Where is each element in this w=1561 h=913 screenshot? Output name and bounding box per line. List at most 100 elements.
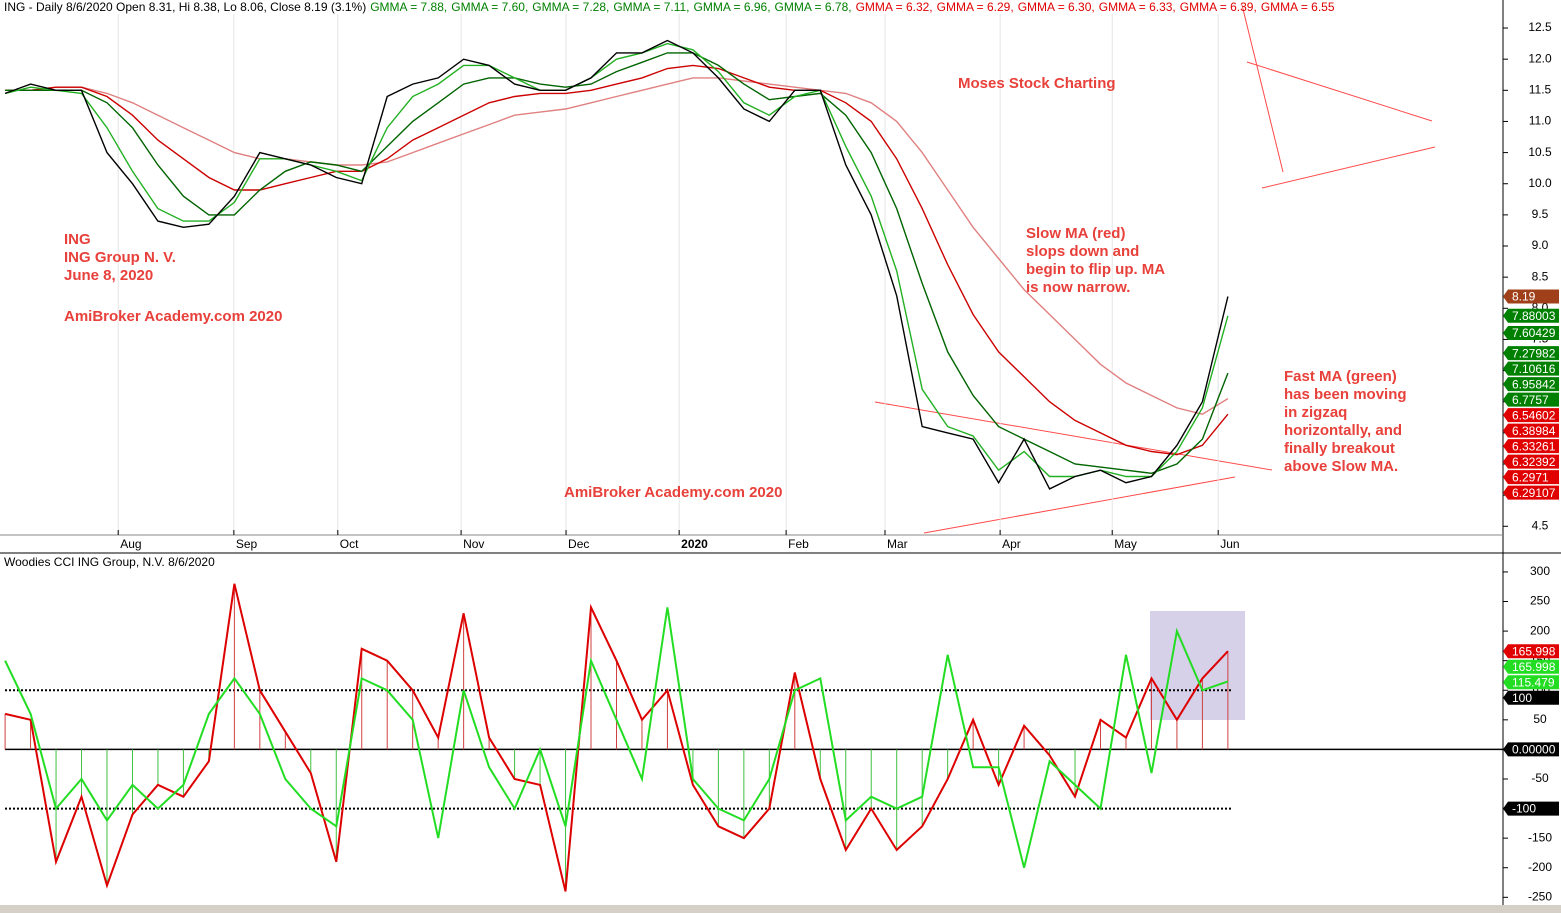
y-tick-label: 200 bbox=[1530, 623, 1550, 637]
value-marker bbox=[1503, 346, 1559, 361]
chart-title: Woodies CCI ING Group, N.V. 8/6/2020 bbox=[4, 555, 215, 569]
sheet-tabs bbox=[0, 905, 1561, 913]
value-marker bbox=[1503, 801, 1559, 816]
gmma-label: GMMA = 7.88, bbox=[370, 0, 447, 14]
value-marker-label: 7.60429 bbox=[1512, 326, 1556, 340]
annotation-line: has been moving bbox=[1284, 386, 1407, 403]
annotation: ING ING Group N. V. June 8, 2020 bbox=[64, 231, 176, 284]
trend-line bbox=[1241, 4, 1284, 173]
gmma-label: GMMA = 6.39, bbox=[1180, 0, 1257, 14]
value-marker-label: 0.00000 bbox=[1512, 743, 1556, 757]
series-line bbox=[4, 39, 1229, 490]
annotation-line: above Slow MA. bbox=[1284, 458, 1398, 475]
series-line bbox=[4, 42, 1229, 478]
annotation-line: in zigzaq bbox=[1284, 404, 1347, 421]
value-marker-label: 6.32392 bbox=[1512, 455, 1556, 469]
value-marker-label: 100 bbox=[1512, 691, 1532, 705]
y-tick-label: 300 bbox=[1530, 564, 1550, 578]
value-marker-label: 6.7757 bbox=[1512, 393, 1549, 407]
value-marker bbox=[1503, 289, 1559, 304]
y-tick-label: 12.5 bbox=[1528, 20, 1552, 34]
value-marker-label: 6.33261 bbox=[1512, 439, 1556, 453]
series-line bbox=[5, 64, 1229, 456]
value-marker-label: 6.95842 bbox=[1512, 377, 1556, 391]
y-tick-label: 9.5 bbox=[1532, 207, 1549, 221]
y-tick-label: 10.0 bbox=[1528, 176, 1552, 190]
annotation-line: Slow MA (red) bbox=[1026, 225, 1125, 242]
annotation-line: Moses Stock Charting bbox=[958, 75, 1116, 92]
value-marker bbox=[1503, 325, 1559, 340]
annotation-line: June 8, 2020 bbox=[64, 267, 153, 284]
value-marker bbox=[1503, 377, 1559, 392]
annotation-line: Fast MA (green) bbox=[1284, 368, 1397, 385]
series-line bbox=[4, 583, 1229, 892]
trend-lines bbox=[874, 4, 1436, 534]
gmma-label: GMMA = 6.96, bbox=[694, 0, 771, 14]
annotation-line: horizontally, and bbox=[1284, 422, 1402, 439]
annotation-line: finally breakout bbox=[1284, 440, 1395, 457]
trend-line bbox=[923, 476, 1236, 534]
annotation: Moses Stock Charting bbox=[958, 75, 1116, 92]
value-marker-label: 6.29107 bbox=[1512, 486, 1556, 500]
x-tick-label: 2020 bbox=[681, 537, 708, 551]
chart-title: ING - Daily 8/6/2020 Open 8.31, Hi 8.38,… bbox=[4, 0, 1335, 14]
title-text: ING - Daily 8/6/2020 Open 8.31, Hi 8.38,… bbox=[4, 0, 366, 14]
value-marker bbox=[1503, 644, 1559, 659]
annotation: Slow MA (red) slops down and begin to flip… bbox=[1026, 225, 1165, 296]
series-line bbox=[5, 77, 1229, 415]
y-tick-label: 9.0 bbox=[1532, 238, 1549, 252]
y-tick-label: 50 bbox=[1533, 712, 1547, 726]
value-marker bbox=[1503, 470, 1559, 485]
gmma-label: GMMA = 6.29, bbox=[937, 0, 1014, 14]
y-tick-label: 11.5 bbox=[1529, 82, 1552, 96]
value-marker bbox=[1503, 454, 1559, 469]
value-marker bbox=[1503, 675, 1559, 690]
value-marker bbox=[1503, 659, 1559, 674]
y-tick-label: -200 bbox=[1528, 860, 1552, 874]
gmma-label: GMMA = 6.32, bbox=[856, 0, 933, 14]
y-tick-label: 250 bbox=[1530, 594, 1550, 608]
annotation-line: begin to flip up. MA bbox=[1026, 261, 1165, 278]
gmma-label: GMMA = 7.60, bbox=[451, 0, 528, 14]
x-tick-label: May bbox=[1114, 537, 1137, 551]
value-marker bbox=[1503, 392, 1559, 407]
x-tick-label: Mar bbox=[887, 537, 908, 551]
value-marker-label: 7.10616 bbox=[1512, 362, 1556, 376]
value-marker-label: 115.479 bbox=[1512, 675, 1555, 689]
value-marker bbox=[1503, 690, 1559, 705]
value-marker-label: 6.54602 bbox=[1512, 408, 1556, 422]
y-tick-label: -250 bbox=[1528, 889, 1552, 903]
annotation-line: AmiBroker Academy.com 2020 bbox=[64, 308, 282, 325]
annotation-line: AmiBroker Academy.com 2020 bbox=[564, 484, 782, 501]
y-tick-label: 10.5 bbox=[1528, 145, 1552, 159]
x-tick-label: Feb bbox=[788, 537, 809, 551]
gmma-label: GMMA = 7.28, bbox=[532, 0, 609, 14]
value-marker bbox=[1503, 408, 1559, 423]
x-tick-label: Dec bbox=[568, 537, 589, 551]
gmma-label: GMMA = 7.11, bbox=[613, 0, 689, 14]
value-marker bbox=[1503, 361, 1559, 376]
value-marker bbox=[1503, 485, 1559, 500]
series-line bbox=[4, 607, 1229, 868]
value-marker bbox=[1503, 423, 1559, 438]
value-marker-label: -100 bbox=[1512, 802, 1536, 816]
value-marker-label: 7.27982 bbox=[1512, 346, 1556, 360]
y-tick-label: 12.0 bbox=[1528, 51, 1552, 65]
gmma-label: GMMA = 6.30, bbox=[1018, 0, 1095, 14]
annotation-line: is now narrow. bbox=[1026, 279, 1130, 296]
gmma-label: GMMA = 6.55 bbox=[1261, 0, 1335, 14]
trend-line bbox=[1261, 146, 1436, 189]
value-marker bbox=[1503, 439, 1559, 454]
value-marker-label: 6.2971 bbox=[1512, 470, 1549, 484]
annotation: AmiBroker Academy.com 2020 bbox=[64, 308, 282, 325]
trend-line bbox=[874, 401, 1273, 471]
x-tick-label: Aug bbox=[120, 537, 141, 551]
value-marker-label: 165.998 bbox=[1512, 644, 1556, 658]
annotation-line: ING Group N. V. bbox=[64, 249, 176, 266]
trend-line bbox=[1246, 61, 1433, 122]
x-tick-label: Apr bbox=[1002, 537, 1021, 551]
annotation: AmiBroker Academy.com 2020 bbox=[564, 484, 782, 501]
value-marker-label: 165.998 bbox=[1512, 660, 1556, 674]
x-tick-label: Jun bbox=[1220, 537, 1239, 551]
